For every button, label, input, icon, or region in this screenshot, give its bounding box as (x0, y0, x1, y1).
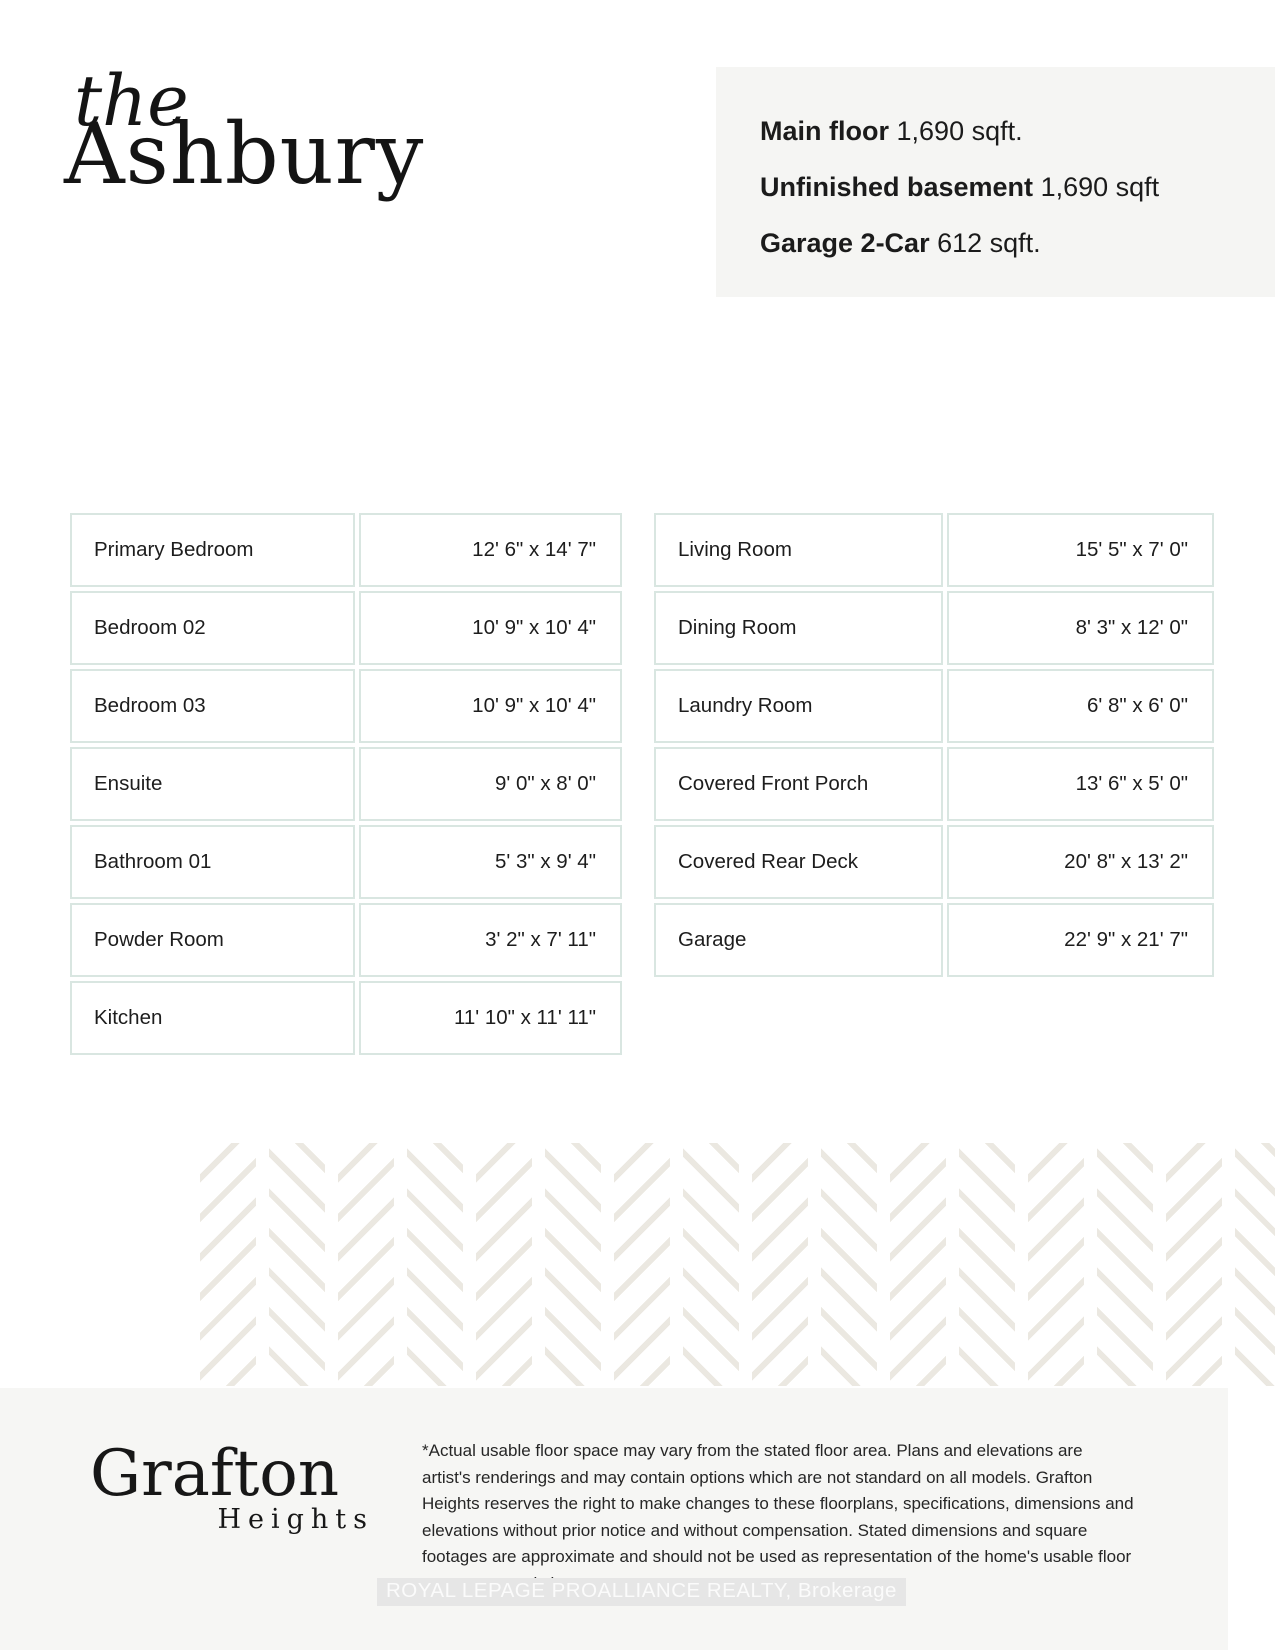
chevron-column (476, 1143, 532, 1386)
summary-value: 612 sqft. (937, 228, 1041, 258)
table-row: Laundry Room 6' 8" x 6' 0" (654, 669, 1214, 743)
table-row: Bathroom 01 5' 3" x 9' 4" (70, 825, 622, 899)
brokerage-watermark: ROYAL LEPAGE PROALLIANCE REALTY, Brokera… (377, 1578, 906, 1606)
chevron-column (407, 1143, 463, 1386)
summary-label: Unfinished basement (760, 172, 1034, 202)
chevron-column (338, 1143, 394, 1386)
room-dimensions: 10' 9" x 10' 4" (358, 669, 622, 743)
room-dimensions: 20' 8" x 13' 2" (947, 825, 1214, 899)
room-table-left: Primary Bedroom 12' 6" x 14' 7" Bedroom … (66, 509, 626, 1059)
disclaimer-line: footages are approximate and should not … (422, 1547, 1132, 1566)
room-name: Primary Bedroom (70, 513, 355, 587)
chevron-column (269, 1143, 325, 1386)
chevron-column (821, 1143, 877, 1386)
builder-logo: Grafton Heights (90, 1442, 374, 1535)
room-name: Garage (654, 903, 944, 977)
table-row: Dining Room 8' 3" x 12' 0" (654, 591, 1214, 665)
chevron-column (683, 1143, 739, 1386)
room-name: Bathroom 01 (70, 825, 355, 899)
room-name: Covered Front Porch (654, 747, 944, 821)
model-logo-the: the (74, 60, 189, 142)
room-table-right: Living Room 15' 5" x 7' 0" Dining Room 8… (650, 509, 1218, 981)
builder-logo-heights: Heights (217, 1504, 374, 1535)
room-dimensions: 13' 6" x 5' 0" (947, 747, 1214, 821)
summary-line-basement: Unfinished basement 1,690 sqft (760, 159, 1275, 215)
room-dimensions: 3' 2" x 7' 11" (358, 903, 622, 977)
room-name: Bedroom 03 (70, 669, 355, 743)
table-row: Ensuite 9' 0" x 8' 0" (70, 747, 622, 821)
room-name: Ensuite (70, 747, 355, 821)
room-name: Powder Room (70, 903, 355, 977)
chevron-column (1166, 1143, 1222, 1386)
room-dimensions: 8' 3" x 12' 0" (947, 591, 1214, 665)
table-row: Kitchen 11' 10" x 11' 11" (70, 981, 622, 1055)
chevron-column (752, 1143, 808, 1386)
summary-label: Main floor (760, 116, 889, 146)
room-name: Dining Room (654, 591, 944, 665)
chevron-column (1097, 1143, 1153, 1386)
chevron-column (614, 1143, 670, 1386)
chevron-column (959, 1143, 1015, 1386)
table-row: Covered Front Porch 13' 6" x 5' 0" (654, 747, 1214, 821)
room-dimensions: 12' 6" x 14' 7" (358, 513, 622, 587)
chevron-pattern (200, 1143, 1275, 1386)
disclaimer-line: artist's renderings and may contain opti… (422, 1467, 1093, 1487)
room-name: Laundry Room (654, 669, 944, 743)
model-logo: the Ashbury (64, 66, 424, 196)
chevron-column (1028, 1143, 1084, 1386)
room-dimensions: 5' 3" x 9' 4" (358, 825, 622, 899)
disclaimer-line: Heights reserves the right to make chang… (422, 1494, 1134, 1513)
table-row: Bedroom 03 10' 9" x 10' 4" (70, 669, 622, 743)
chevron-column (890, 1143, 946, 1386)
table-row: Primary Bedroom 12' 6" x 14' 7" (70, 513, 622, 587)
chevron-column (1235, 1143, 1275, 1386)
table-row: Bedroom 02 10' 9" x 10' 4" (70, 591, 622, 665)
model-logo-name: Ashbury (64, 105, 425, 203)
summary-value: 1,690 sqft (1040, 172, 1160, 202)
summary-label: Garage 2-Car (760, 228, 930, 258)
disclaimer-line: *Actual usable floor space may vary from… (422, 1441, 1083, 1460)
footer: Grafton Heights *Actual usable floor spa… (0, 1388, 1228, 1650)
table-row: Garage 22' 9" x 21' 7" (654, 903, 1214, 977)
room-dimensions: 6' 8" x 6' 0" (947, 669, 1214, 743)
table-row: Powder Room 3' 2" x 7' 11" (70, 903, 622, 977)
disclaimer-text: *Actual usable floor space may vary from… (422, 1438, 1222, 1597)
table-row: Living Room 15' 5" x 7' 0" (654, 513, 1214, 587)
area-summary-box: Main floor 1,690 sqft. Unfinished baseme… (716, 67, 1275, 297)
room-name: Covered Rear Deck (654, 825, 944, 899)
room-dimensions: 11' 10" x 11' 11" (358, 981, 622, 1055)
room-name: Kitchen (70, 981, 355, 1055)
room-name: Living Room (654, 513, 944, 587)
table-row: Covered Rear Deck 20' 8" x 13' 2" (654, 825, 1214, 899)
summary-line-garage: Garage 2-Car 612 sqft. (760, 215, 1275, 271)
builder-logo-grafton: Grafton (90, 1437, 340, 1511)
room-dimensions: 9' 0" x 8' 0" (358, 747, 622, 821)
room-name: Bedroom 02 (70, 591, 355, 665)
chevron-column (200, 1143, 256, 1386)
room-dimensions: 10' 9" x 10' 4" (358, 591, 622, 665)
room-dimensions: 15' 5" x 7' 0" (947, 513, 1214, 587)
room-dimensions: 22' 9" x 21' 7" (947, 903, 1214, 977)
chevron-column (545, 1143, 601, 1386)
summary-line-main-floor: Main floor 1,690 sqft. (760, 103, 1275, 159)
disclaimer-line: elevations without prior notice and with… (422, 1520, 1088, 1540)
summary-value: 1,690 sqft. (896, 116, 1023, 146)
